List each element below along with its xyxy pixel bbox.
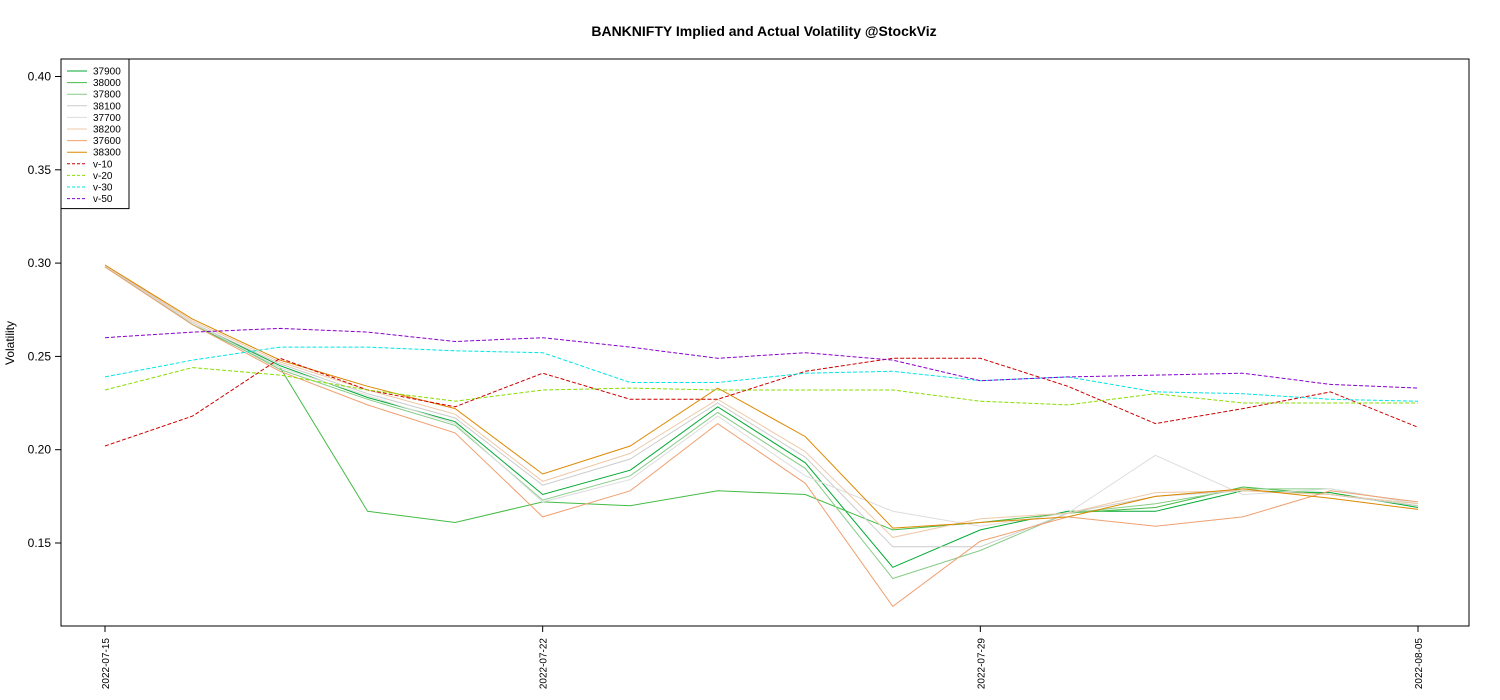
y-tick-label: 0.15 [28,536,52,550]
series-line-v-30 [104,346,1419,402]
legend-label: 38300 [93,148,121,159]
y-tick-label: 0.20 [28,443,52,457]
series-line-v-50 [104,327,1419,389]
x-tick-label: 2022-07-29 [976,638,987,690]
legend-label: 37800 [93,90,121,101]
legend-label: 37700 [93,113,121,124]
legend-label: 37600 [93,136,121,147]
legend-label: 38100 [93,101,121,112]
plot-frame [60,58,1470,627]
legend-label: 37900 [93,67,121,78]
series-line-37600 [104,266,1419,608]
x-axis: 2022-07-15 2022-07-22 2022-07-29 2022-08-05 [101,626,1425,689]
y-tick-label: 0.25 [28,349,52,363]
legend-label: 38200 [93,125,121,136]
series-line-38200 [104,264,1419,538]
series-line-v-10 [104,357,1419,447]
series-line-38000 [104,266,1419,531]
y-tick-label: 0.35 [28,163,52,177]
y-axis-label: Volatility [3,321,17,365]
x-tick-label: 2022-07-15 [101,638,112,690]
series-line-v-20 [104,367,1418,406]
x-tick-label: 2022-07-22 [539,638,550,690]
legend-label: 38000 [93,78,121,89]
y-tick-label: 0.30 [28,256,52,270]
y-tick-label: 0.40 [28,70,52,84]
series-line-37700 [104,266,1419,527]
series-line-38100 [104,264,1419,548]
legend-label: v-10 [93,159,113,170]
series-line-37900 [104,266,1419,568]
series-line-37800 [104,266,1419,580]
series-lines [104,264,1419,608]
y-axis: 0.15 0.20 0.25 0.30 0.35 0.40 [28,70,61,550]
legend-label: v-50 [93,194,113,205]
legend-box [60,58,130,210]
legend: 3790038000378003810037700382003760038300… [60,58,130,210]
legend-label: v-30 [93,183,113,194]
legend-label: v-20 [93,171,113,182]
chart-title: BANKNIFTY Implied and Actual Volatility … [591,23,936,39]
x-tick-label: 2022-08-05 [1414,638,1425,690]
series-line-38300 [104,264,1419,529]
